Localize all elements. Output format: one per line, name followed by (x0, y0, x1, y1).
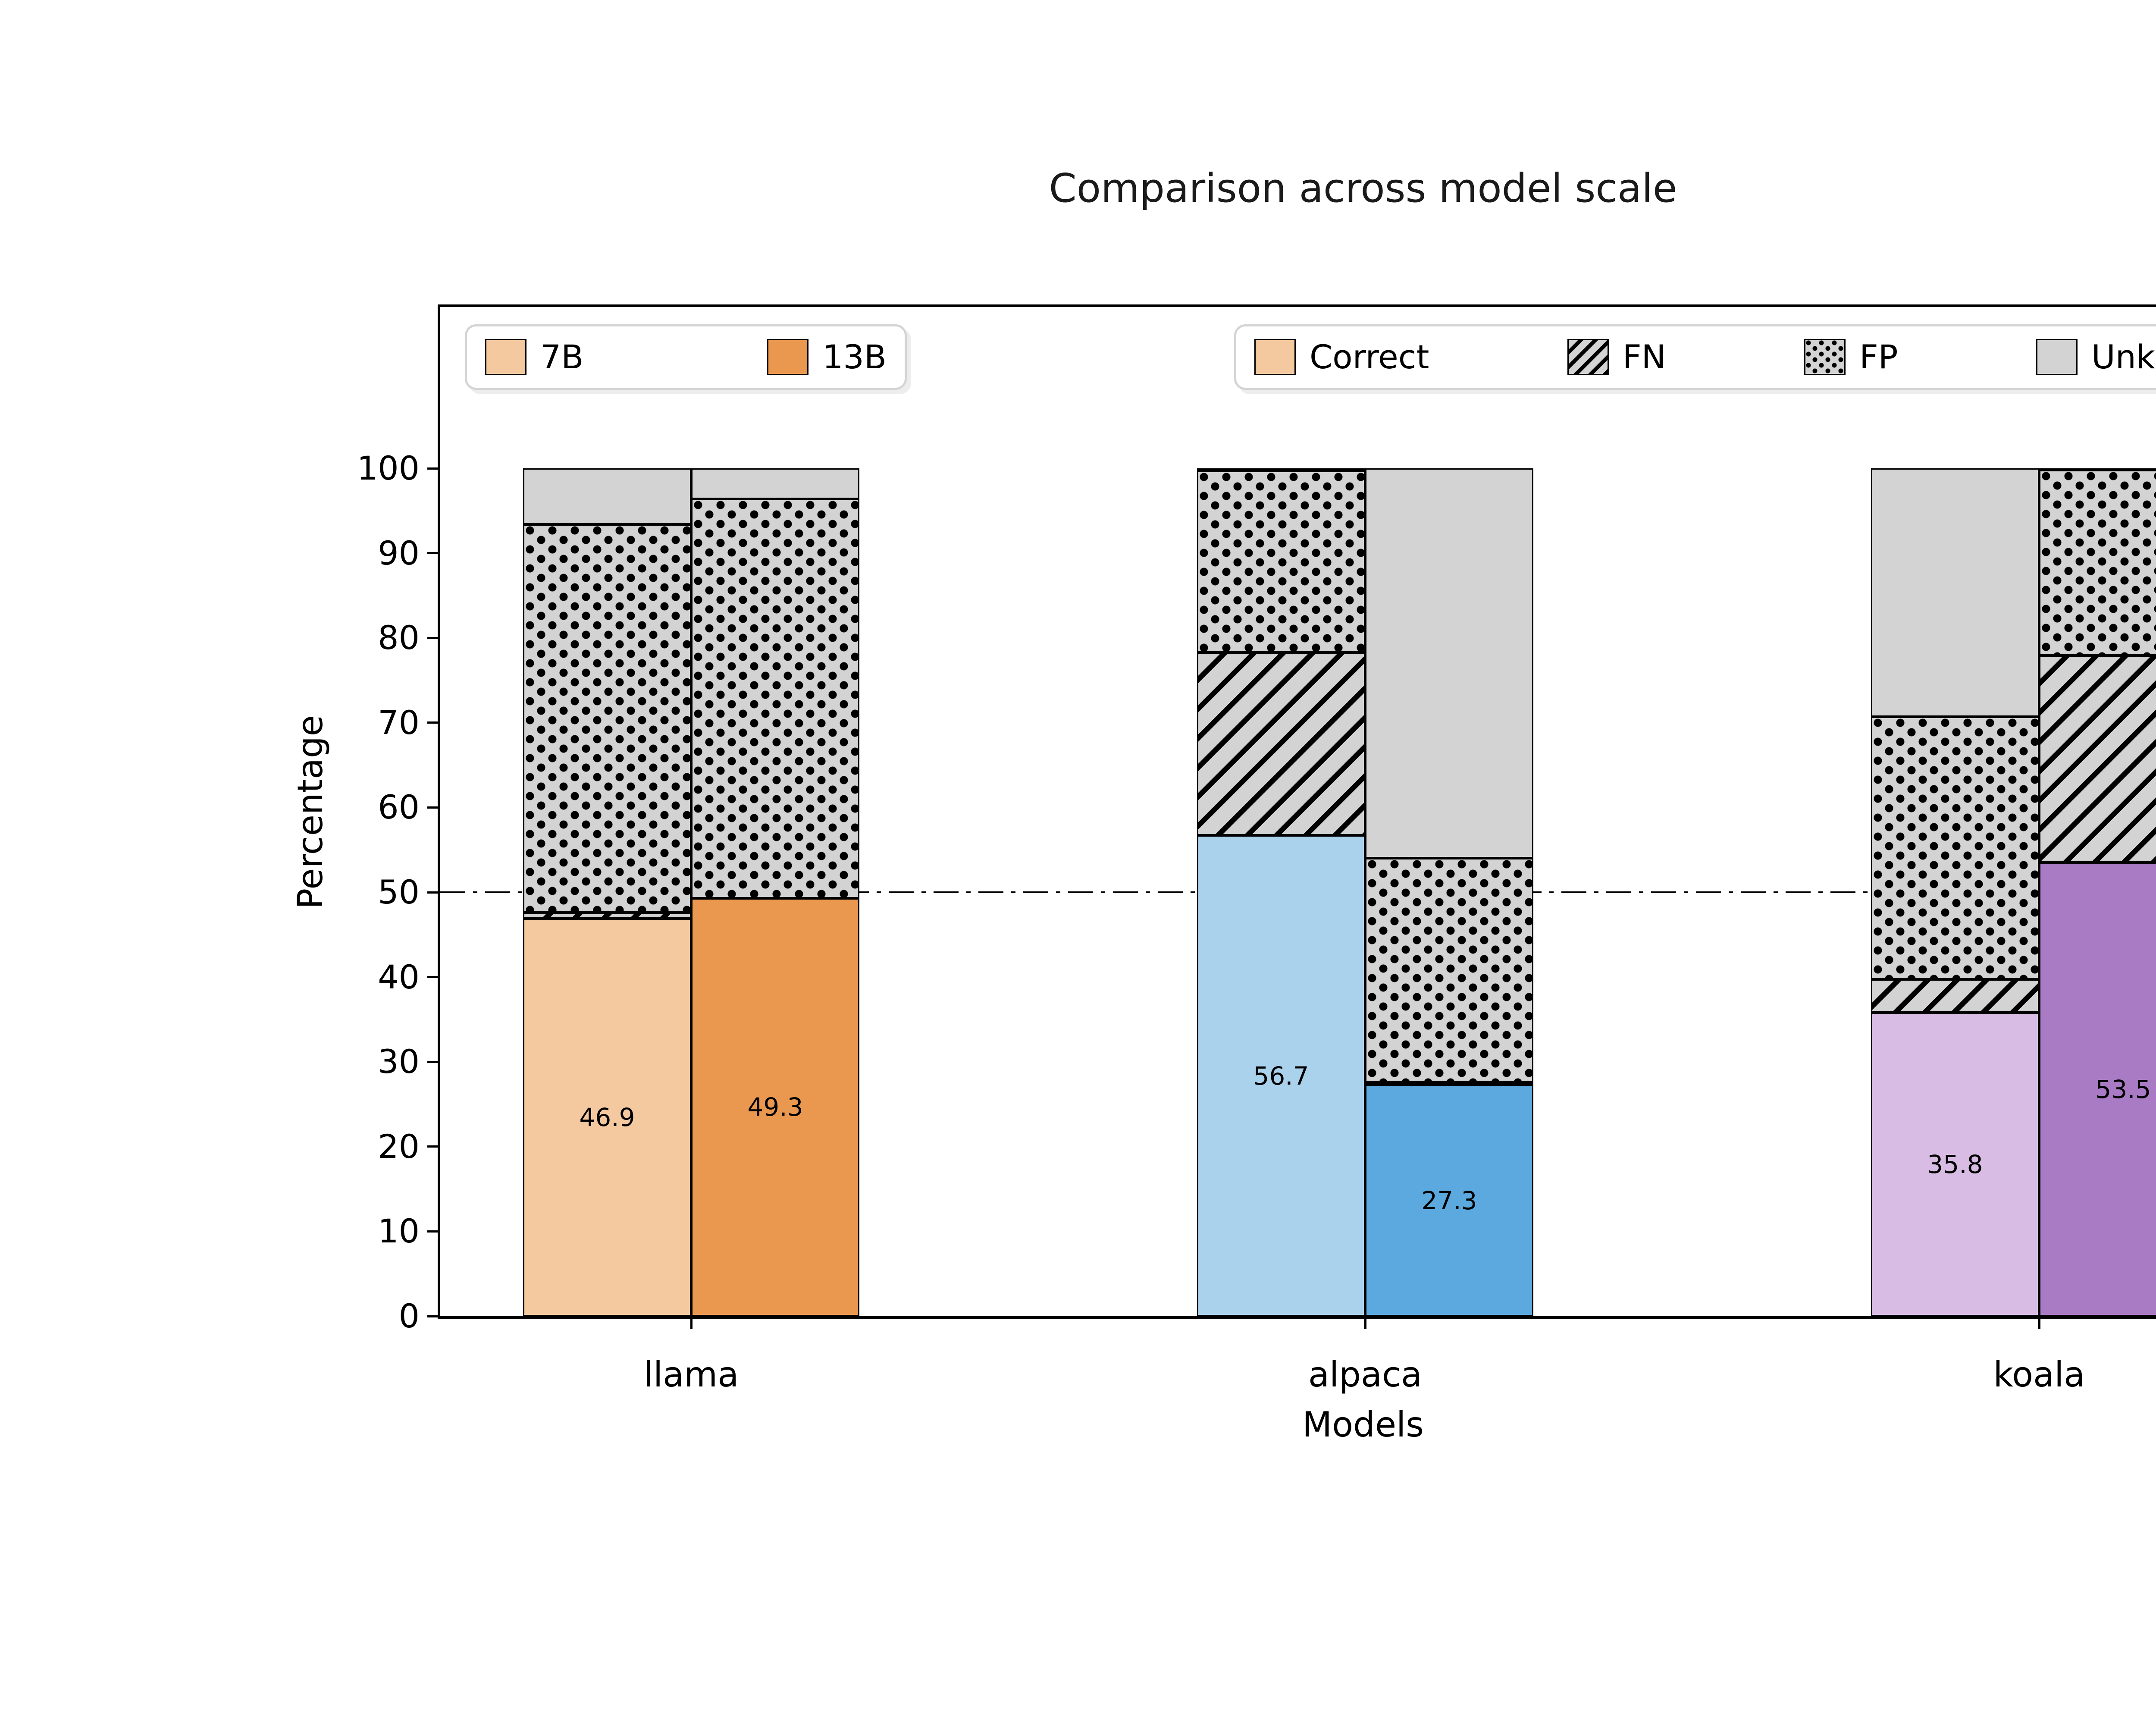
bar-value-label-llama-13B: 49.3 (747, 1092, 803, 1122)
bar-segment-alpaca-7B-unknown (1197, 468, 1365, 471)
y-tick-label-10: 10 (378, 1212, 420, 1251)
chart-title: Comparison across model scale (1049, 165, 1677, 211)
y-tick-0 (427, 1315, 438, 1317)
legend-item-fn: FN (1567, 339, 1666, 375)
y-tick-label-30: 30 (378, 1042, 420, 1081)
bar-value-label-koala-7B: 35.8 (1927, 1150, 1983, 1179)
bar-segment-alpaca-7B-correct (1197, 835, 1365, 1316)
bar-segment-llama-13B-unknown (691, 468, 859, 499)
legend-label-unknown: Unknown (2091, 338, 2156, 376)
legend-model-scale: 7B 13B (465, 324, 907, 390)
x-tick-alpaca (1364, 1319, 1366, 1329)
legend-swatch-unknown (2036, 339, 2078, 375)
plot-area: 46.9 49.3 56.7 27.3 35.8 53.5 (438, 304, 2156, 1319)
bar-segment-llama-7B-unknown (523, 468, 691, 524)
y-tick-30 (427, 1060, 438, 1063)
y-tick-20 (427, 1145, 438, 1148)
bar-segment-koala-7B-correct (1871, 1013, 2039, 1316)
y-tick-label-100: 100 (357, 449, 420, 487)
bar-segment-koala-13B-fn (2039, 656, 2156, 863)
bar-value-label-alpaca-7B: 56.7 (1253, 1061, 1309, 1091)
bar-segment-koala-7B-fp (1871, 717, 2039, 980)
bar-segment-koala-7B-fn (1871, 979, 2039, 1013)
bar-segment-koala-13B-correct (2039, 862, 2156, 1316)
bar-segment-koala-13B-fp (2039, 470, 2156, 656)
bar-segment-alpaca-13B-fn (1365, 1082, 1533, 1085)
y-tick-label-70: 70 (378, 703, 420, 742)
bar-segment-llama-13B-correct (691, 898, 859, 1316)
bar-segment-alpaca-13B-fp (1365, 858, 1533, 1082)
legend-item-13b: 13B (767, 339, 887, 375)
bar-segment-llama-13B-fp (691, 499, 859, 898)
x-tick-llama (690, 1319, 693, 1329)
y-tick-label-20: 20 (378, 1127, 420, 1166)
legend-item-correct: Correct (1254, 339, 1429, 375)
y-tick-label-90: 90 (378, 533, 420, 572)
legend-swatch-correct (1254, 339, 1296, 375)
legend-swatch-fn (1567, 339, 1609, 375)
bar-segment-alpaca-7B-fn (1197, 652, 1365, 836)
y-tick-label-50: 50 (378, 873, 420, 911)
x-tick-label-koala: koala (1993, 1355, 2085, 1395)
y-tick-label-40: 40 (378, 957, 420, 996)
bar-segment-llama-7B-correct (523, 918, 691, 1316)
y-tick-label-60: 60 (378, 788, 420, 827)
x-tick-label-alpaca: alpaca (1308, 1355, 1423, 1395)
bar-segment-alpaca-13B-correct (1365, 1085, 1533, 1316)
x-axis-label: Models (1302, 1405, 1424, 1445)
x-tick-koala (2038, 1319, 2040, 1329)
legend-label-fn: FN (1622, 338, 1666, 376)
y-tick-label-80: 80 (378, 618, 420, 657)
y-tick-80 (427, 637, 438, 639)
bar-segment-koala-7B-unknown (1871, 468, 2039, 717)
bar-value-label-koala-13B: 53.5 (2095, 1075, 2151, 1104)
legend-swatch-fp (1804, 339, 1846, 375)
legend-item-fp: FP (1804, 339, 1898, 375)
y-tick-label-0: 0 (398, 1297, 420, 1335)
legend-outcome: Correct FN FP Unknown (1234, 324, 2156, 390)
y-tick-100 (427, 467, 438, 470)
bar-segment-koala-13B-unknown (2039, 468, 2156, 471)
legend-swatch-7b (485, 339, 526, 375)
legend-item-7b: 7B (485, 339, 584, 375)
legend-swatch-13b (767, 339, 809, 375)
y-tick-50 (427, 891, 438, 894)
legend-label-correct: Correct (1310, 338, 1429, 376)
bar-value-label-alpaca-13B: 27.3 (1421, 1186, 1477, 1215)
bar-value-label-llama-7B: 46.9 (579, 1102, 635, 1132)
x-tick-label-llama: llama (643, 1355, 739, 1395)
y-tick-70 (427, 721, 438, 724)
legend-label-7b: 7B (540, 338, 584, 376)
y-tick-40 (427, 976, 438, 979)
bar-segment-llama-7B-fn (523, 913, 691, 919)
bar-segment-alpaca-7B-fp (1197, 470, 1365, 652)
bar-segment-llama-7B-fp (523, 524, 691, 913)
bar-segment-alpaca-13B-unknown (1365, 468, 1533, 859)
legend-label-fp: FP (1859, 338, 1898, 376)
y-tick-60 (427, 806, 438, 809)
y-tick-10 (427, 1230, 438, 1233)
y-tick-90 (427, 552, 438, 555)
legend-label-13b: 13B (822, 338, 887, 376)
legend-item-unknown: Unknown (2036, 339, 2156, 375)
